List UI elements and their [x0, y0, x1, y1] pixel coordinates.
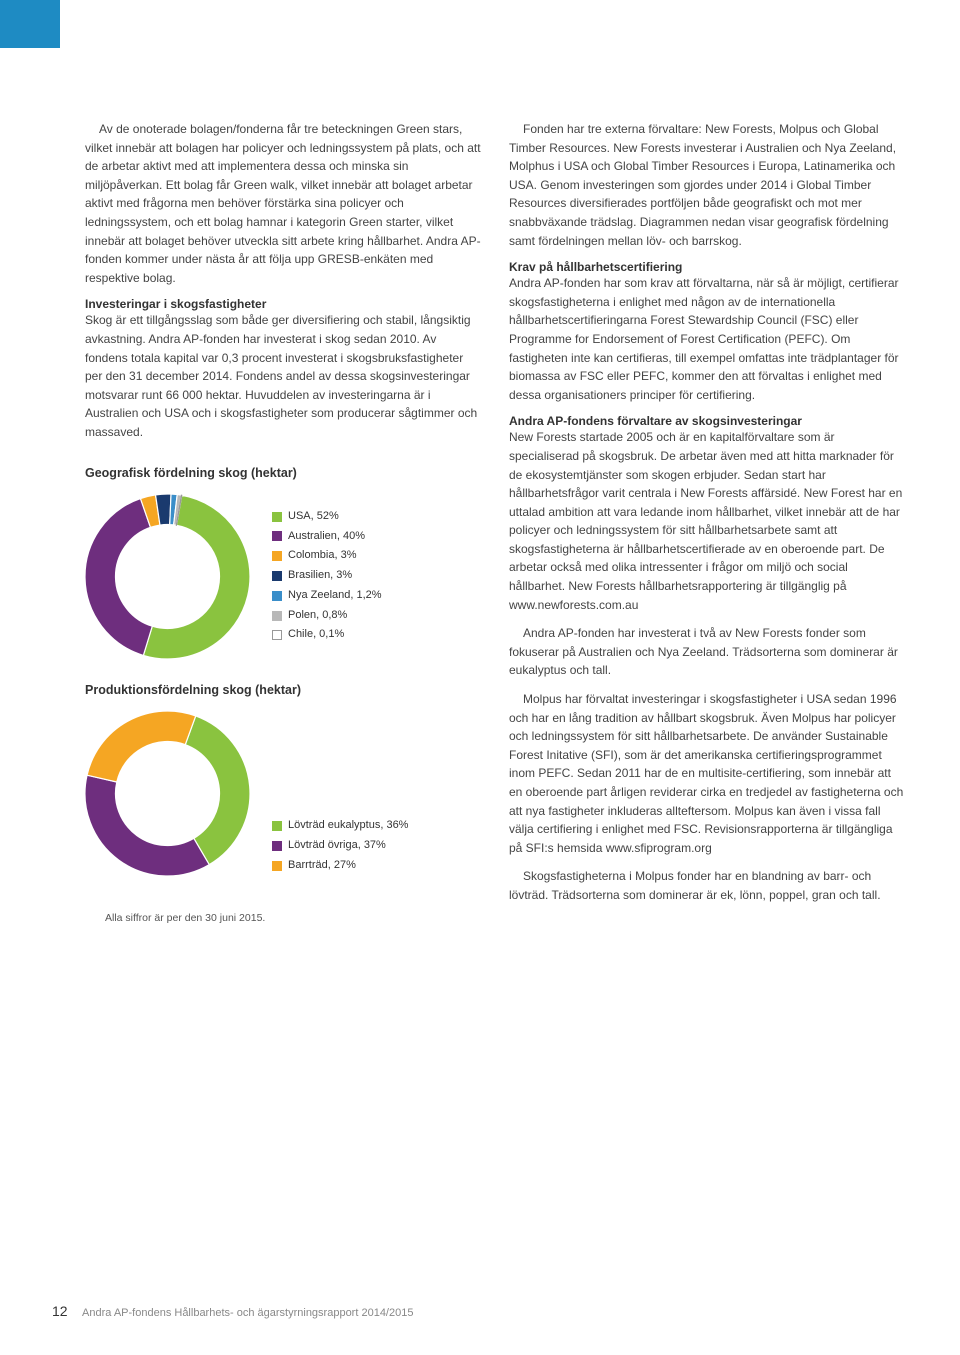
chart-geographic: USA, 52%Australien, 40%Colombia, 3%Brasi…: [85, 494, 481, 659]
legend-item: Polen, 0,8%: [272, 606, 382, 626]
legend-item: USA, 52%: [272, 507, 382, 527]
legend-item: Nya Zeeland, 1,2%: [272, 586, 382, 606]
footnote: Alla siffror är per den 30 juni 2015.: [105, 912, 481, 924]
chart-legend: USA, 52%Australien, 40%Colombia, 3%Brasi…: [272, 507, 382, 646]
body-paragraph: Andra AP-fonden har som krav att förvalt…: [509, 274, 905, 404]
legend-label: Lövträd övriga, 37%: [288, 836, 386, 856]
legend-label: Colombia, 3%: [288, 546, 356, 566]
body-paragraph: Andra AP-fonden har investerat i två av …: [509, 624, 905, 680]
subheading: Krav på hållbarhetscertifiering: [509, 260, 905, 274]
chart-production: Lövträd eukalyptus, 36%Lövträd övriga, 3…: [85, 711, 481, 876]
legend-label: Barrträd, 27%: [288, 856, 356, 876]
legend-swatch: [272, 571, 282, 581]
legend-swatch: [272, 861, 282, 871]
legend-label: Nya Zeeland, 1,2%: [288, 586, 382, 606]
subheading: Andra AP-fondens förvaltare av skogsinve…: [509, 414, 905, 428]
subheading: Investeringar i skogsfastigheter: [85, 297, 481, 311]
donut-chart: [85, 711, 250, 876]
body-paragraph: Skog är ett tillgångsslag som både ger d…: [85, 311, 481, 441]
legend-label: Lövträd eukalyptus, 36%: [288, 816, 408, 836]
legend-item: Lövträd övriga, 37%: [272, 836, 408, 856]
chart-legend: Lövträd eukalyptus, 36%Lövträd övriga, 3…: [272, 816, 408, 875]
legend-item: Lövträd eukalyptus, 36%: [272, 816, 408, 836]
body-paragraph: Molpus har förvaltat investeringar i sko…: [509, 690, 905, 857]
legend-swatch: [272, 821, 282, 831]
left-column: Av de onoterade bolagen/fonderna får tre…: [85, 120, 481, 924]
donut-slice: [87, 711, 196, 782]
body-paragraph: Skogsfastigheterna i Molpus fonder har e…: [509, 867, 905, 904]
legend-label: Australien, 40%: [288, 527, 365, 547]
body-paragraph: New Forests startade 2005 och är en kapi…: [509, 428, 905, 614]
legend-item: Chile, 0,1%: [272, 625, 382, 645]
chart-title: Geografisk fördelning skog (hektar): [85, 466, 481, 480]
legend-swatch: [272, 512, 282, 522]
right-column: Fonden har tre externa förvaltare: New F…: [509, 120, 905, 924]
legend-swatch: [272, 841, 282, 851]
legend-label: Polen, 0,8%: [288, 606, 347, 626]
legend-label: USA, 52%: [288, 507, 339, 527]
page-footer: 12 Andra AP-fondens Hållbarhets- och äga…: [52, 1303, 413, 1319]
donut-chart: [85, 494, 250, 659]
donut-slice: [85, 775, 209, 876]
legend-label: Chile, 0,1%: [288, 625, 344, 645]
page-tab: [0, 0, 60, 48]
legend-swatch: [272, 531, 282, 541]
legend-item: Brasilien, 3%: [272, 566, 382, 586]
body-paragraph: Av de onoterade bolagen/fonderna får tre…: [85, 120, 481, 287]
legend-swatch: [272, 630, 282, 640]
legend-item: Colombia, 3%: [272, 546, 382, 566]
legend-item: Barrträd, 27%: [272, 856, 408, 876]
footer-text: Andra AP-fondens Hållbarhets- och ägarst…: [82, 1307, 413, 1319]
legend-label: Brasilien, 3%: [288, 566, 352, 586]
donut-slice: [85, 498, 152, 655]
chart-title: Produktionsfördelning skog (hektar): [85, 683, 481, 697]
page-content: Av de onoterade bolagen/fonderna får tre…: [0, 0, 960, 924]
legend-item: Australien, 40%: [272, 527, 382, 547]
legend-swatch: [272, 611, 282, 621]
page-number: 12: [52, 1303, 68, 1319]
legend-swatch: [272, 551, 282, 561]
body-paragraph: Fonden har tre externa förvaltare: New F…: [509, 120, 905, 250]
legend-swatch: [272, 591, 282, 601]
